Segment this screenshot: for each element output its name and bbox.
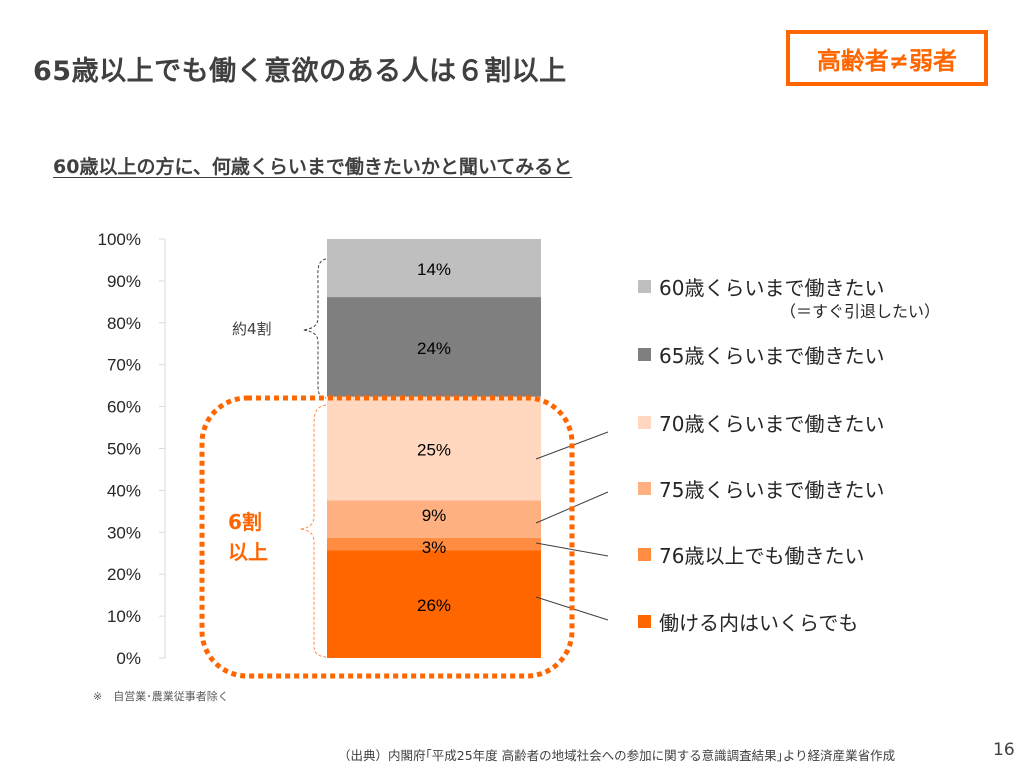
legend-label: 働ける内はいくらでも <box>659 611 859 635</box>
brace-60-percent <box>299 404 327 658</box>
legend-label: 76歳以上でも働きたい <box>659 544 865 568</box>
legend-item: 70歳くらいまで働きたい <box>638 408 884 437</box>
about-40-percent-label: 約4割 <box>232 320 272 338</box>
legend-item: 65歳くらいまで働きたい <box>638 340 884 369</box>
legend-swatch-icon <box>638 615 651 628</box>
bar-segment <box>327 500 541 538</box>
y-tick-label: 40% <box>107 481 141 500</box>
bar-segment <box>327 239 541 298</box>
legend-swatch-icon <box>638 280 651 293</box>
bar-data-label: 24% <box>417 339 451 358</box>
legend-swatch-icon <box>638 548 651 561</box>
legend-label: 75歳くらいまで働きたい <box>659 478 885 502</box>
bar-data-label: 14% <box>417 260 451 279</box>
y-tick-label: 50% <box>107 440 141 459</box>
elderly-not-weak-badge: 高齢者≠弱者 <box>786 30 988 86</box>
legend-item: 働ける内はいくらでも <box>638 607 858 636</box>
y-tick-label: 10% <box>107 607 141 626</box>
legend-label: 65歳くらいまで働きたい <box>659 344 885 368</box>
highlight-frame <box>199 395 575 679</box>
chart-subtitle: 60歳以上の方に、何歳くらいまで働きたいかと聞いてみると <box>53 156 573 178</box>
legend-note: （＝すぐ引退したい） <box>780 302 941 321</box>
bar-data-labels: 26% 3% 9% 25% 24% 14% <box>417 260 451 615</box>
over-60-percent-label: 6割 以上 <box>228 507 268 567</box>
y-tick-label: 20% <box>107 565 141 584</box>
legend-swatch-icon <box>638 416 651 429</box>
legend-swatch-icon <box>638 348 651 361</box>
y-tick-label: 0% <box>116 649 141 668</box>
legend-item: 76歳以上でも働きたい <box>638 540 864 569</box>
source-citation: （出典）内閣府｢平成25年度 高齢者の地域社会への参加に関する意識調査結果｣より… <box>338 748 896 763</box>
over-60-line2: 以上 <box>228 540 268 564</box>
bar-data-label: 3% <box>422 538 447 557</box>
footnote: ※ 自営業･農業従事者除く <box>93 690 229 703</box>
bar-segment <box>327 550 541 658</box>
page-title: 65歳以上でも働く意欲のある人は６割以上 <box>33 56 567 87</box>
bar-data-label: 9% <box>422 506 447 525</box>
legend-label: 70歳くらいまで働きたい <box>659 412 885 436</box>
legend-swatch-icon <box>638 482 651 495</box>
page-number: 16 <box>993 740 1015 760</box>
bar-segment <box>327 396 541 501</box>
y-tick-label: 70% <box>107 356 141 375</box>
y-tick-label: 100% <box>98 230 141 249</box>
leader-line <box>535 542 609 557</box>
y-tick-label: 60% <box>107 398 141 417</box>
bar-data-label: 26% <box>417 596 451 615</box>
bar-data-label: 25% <box>417 441 451 460</box>
over-60-line1: 6割 <box>228 510 262 534</box>
y-tick-label: 80% <box>107 314 141 333</box>
bar-segment <box>327 537 541 551</box>
legend-label: 60歳くらいまで働きたい <box>659 276 885 300</box>
legend-item: 60歳くらいまで働きたい <box>638 272 884 301</box>
bar-segment <box>327 297 541 397</box>
y-tick-label: 30% <box>107 523 141 542</box>
brace-40-percent <box>302 258 327 399</box>
legend-item: 75歳くらいまで働きたい <box>638 474 884 503</box>
y-axis: 0% 10% 20% 30% 40% 50% 60% 70% 80% 90% 100% <box>98 230 166 668</box>
y-tick-label: 90% <box>107 272 141 291</box>
bar-segments <box>327 239 541 658</box>
